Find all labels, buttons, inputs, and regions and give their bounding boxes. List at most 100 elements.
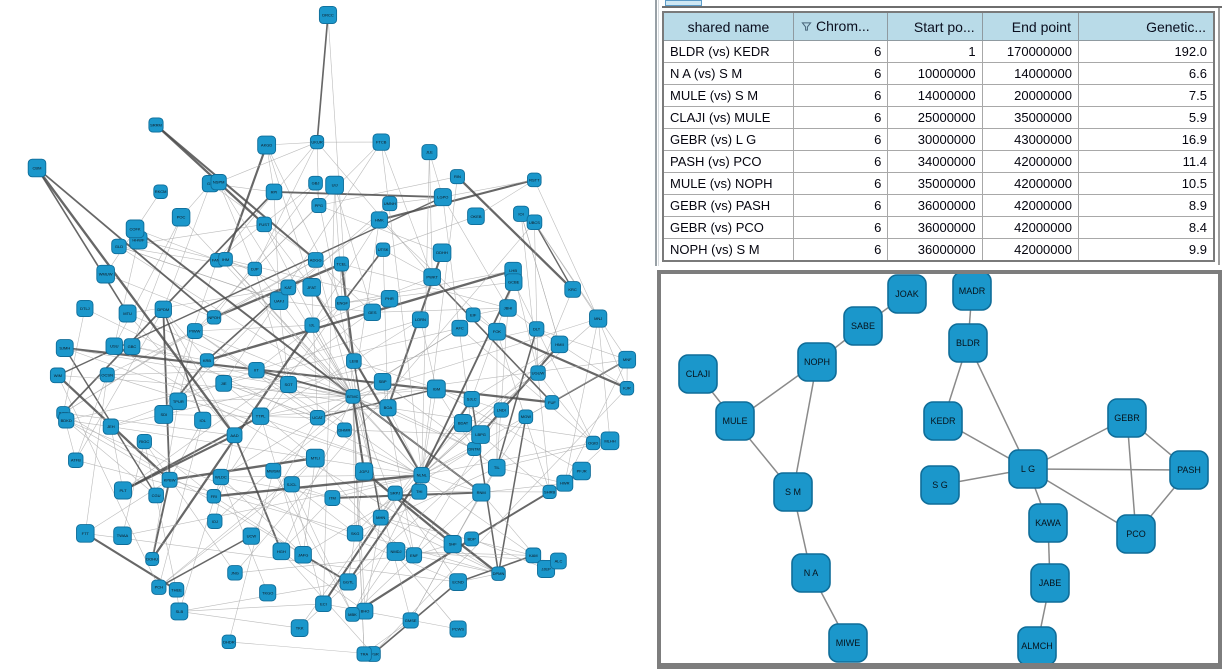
- overview-node[interactable]: TIL: [487, 458, 506, 477]
- table-row[interactable]: PASH (vs) PCO 6 34000000 42000000 11.4: [662, 150, 1215, 173]
- overview-node[interactable]: ITM: [324, 490, 341, 506]
- overview-node[interactable]: HMII: [550, 335, 569, 354]
- overview-node[interactable]: ADGG: [307, 252, 324, 268]
- overview-node[interactable]: FUF: [544, 395, 560, 410]
- overview-node[interactable]: JLE: [421, 144, 438, 161]
- overview-node[interactable]: MWSM: [265, 462, 282, 479]
- overview-node[interactable]: RKCM: [153, 184, 168, 199]
- overview-node[interactable]: IGM: [426, 379, 446, 399]
- overview-node[interactable]: COFK: [125, 219, 145, 239]
- overview-node[interactable]: JFAT: [302, 278, 321, 297]
- network-node[interactable]: N A: [791, 553, 831, 593]
- overview-node[interactable]: PIWW: [186, 323, 203, 339]
- overview-node[interactable]: TKGO: [259, 584, 277, 602]
- overview-node[interactable]: FTT: [76, 524, 95, 543]
- overview-node[interactable]: TRA: [356, 646, 372, 662]
- network-node[interactable]: L G: [1008, 449, 1048, 489]
- overview-node[interactable]: KRC: [564, 281, 581, 298]
- network-node[interactable]: SABE: [843, 306, 883, 346]
- overview-node[interactable]: DLT: [528, 321, 545, 337]
- overview-node[interactable]: ECI: [315, 595, 332, 613]
- overview-node[interactable]: MTLI: [305, 448, 325, 468]
- overview-node[interactable]: IIT: [248, 361, 265, 379]
- overview-node[interactable]: SHF: [443, 535, 462, 554]
- overview-node[interactable]: DTLJ: [76, 299, 94, 318]
- column-header[interactable]: End point: [981, 11, 1079, 41]
- network-node[interactable]: ALMCH: [1017, 626, 1057, 663]
- overview-node[interactable]: ECND: [449, 573, 467, 591]
- overview-node[interactable]: SHRB: [542, 484, 557, 499]
- overview-node[interactable]: SRRM: [148, 117, 164, 133]
- overview-node[interactable]: NPOH: [206, 310, 222, 325]
- overview-node[interactable]: UMNH: [382, 196, 398, 212]
- overview-node[interactable]: JIE: [215, 375, 233, 392]
- overview-node[interactable]: LGPO: [433, 188, 452, 207]
- main-network-view[interactable]: DRCC SRRM CBM BTMC UCAT LEIB DHMR SOT SBP MTLI IJL…: [0, 0, 652, 669]
- overview-node[interactable]: MTU: [118, 304, 137, 323]
- network-edge[interactable]: [967, 342, 1029, 470]
- overview-node[interactable]: JEH: [102, 418, 119, 435]
- overview-node[interactable]: LNDI: [493, 402, 509, 418]
- overview-node[interactable]: MHN: [372, 509, 389, 526]
- overview-node[interactable]: IOI: [513, 205, 530, 222]
- overview-node[interactable]: RNM: [472, 483, 491, 502]
- network-node[interactable]: MULE: [715, 401, 755, 441]
- overview-node[interactable]: AFC: [451, 319, 469, 337]
- overview-node[interactable]: ENGF: [335, 295, 350, 311]
- overview-node[interactable]: IOL: [194, 411, 212, 429]
- network-node[interactable]: CLAJI: [678, 354, 718, 394]
- overview-node[interactable]: UIJ: [325, 175, 344, 195]
- overview-node[interactable]: GMSE: [402, 612, 419, 629]
- overview-node[interactable]: BDKD: [58, 412, 75, 429]
- overview-node[interactable]: TCEL: [333, 256, 349, 272]
- overview-node[interactable]: ATFB: [68, 452, 84, 468]
- overview-node[interactable]: UCAT: [309, 410, 326, 426]
- overview-node[interactable]: BDAT: [453, 414, 473, 433]
- filter-icon[interactable]: [801, 19, 812, 35]
- overview-node[interactable]: DHDR: [221, 634, 237, 650]
- overview-node[interactable]: FRI: [206, 489, 222, 504]
- column-header[interactable]: Genetic...: [1077, 11, 1215, 41]
- overview-node[interactable]: SKG: [346, 525, 364, 542]
- overview-node[interactable]: JNG: [227, 565, 243, 581]
- overview-node[interactable]: PCWS: [449, 620, 467, 638]
- overview-node[interactable]: POC: [171, 207, 191, 227]
- overview-node[interactable]: FUST: [256, 216, 272, 233]
- overview-node[interactable]: KJR: [619, 381, 635, 396]
- overview-node[interactable]: WLDC: [212, 468, 230, 486]
- overview-node[interactable]: FOK: [488, 322, 506, 341]
- overview-node[interactable]: BDP: [464, 531, 480, 547]
- overview-node[interactable]: CGU: [148, 487, 164, 504]
- overview-node[interactable]: DDHH: [432, 243, 452, 263]
- overview-node[interactable]: GES: [363, 303, 381, 322]
- overview-node[interactable]: NLNL: [413, 466, 430, 484]
- overview-node[interactable]: OCSN: [99, 367, 115, 383]
- overview-node[interactable]: KAT: [280, 279, 297, 296]
- network-node[interactable]: JABE: [1030, 563, 1070, 603]
- overview-node[interactable]: SBP: [373, 372, 392, 391]
- overview-node[interactable]: SJMH: [55, 339, 74, 357]
- overview-node[interactable]: DPDM: [154, 300, 172, 318]
- overview-node[interactable]: WMUW: [96, 264, 115, 284]
- overview-node[interactable]: PCH: [151, 579, 167, 595]
- overview-node[interactable]: MLHH: [600, 431, 620, 451]
- table-row[interactable]: MULE (vs) NOPH 6 35000000 42000000 10.5: [662, 172, 1215, 195]
- overview-node[interactable]: NSPM: [210, 174, 227, 191]
- overview-node[interactable]: PFJR: [572, 461, 591, 481]
- overview-node[interactable]: UGUW: [530, 365, 546, 381]
- overview-node[interactable]: JAFG: [294, 546, 312, 564]
- overview-node[interactable]: WIM: [49, 367, 66, 384]
- network-node[interactable]: JOAK: [887, 274, 927, 314]
- overview-node[interactable]: IJL: [304, 317, 320, 333]
- column-header[interactable]: shared name: [662, 11, 794, 41]
- overview-node[interactable]: OGID: [585, 435, 601, 451]
- overview-node[interactable]: RPI: [265, 183, 283, 201]
- column-header[interactable]: Chrom...: [792, 11, 889, 41]
- network-node[interactable]: PASH: [1169, 450, 1209, 490]
- overview-node[interactable]: MNF: [618, 350, 637, 369]
- overview-node[interactable]: USU: [105, 337, 123, 355]
- overview-node[interactable]: DHMR: [336, 422, 352, 438]
- overview-node[interactable]: TWAA: [113, 526, 132, 545]
- overview-node[interactable]: DOHU: [145, 552, 160, 566]
- overview-node[interactable]: DPMN: [491, 566, 506, 581]
